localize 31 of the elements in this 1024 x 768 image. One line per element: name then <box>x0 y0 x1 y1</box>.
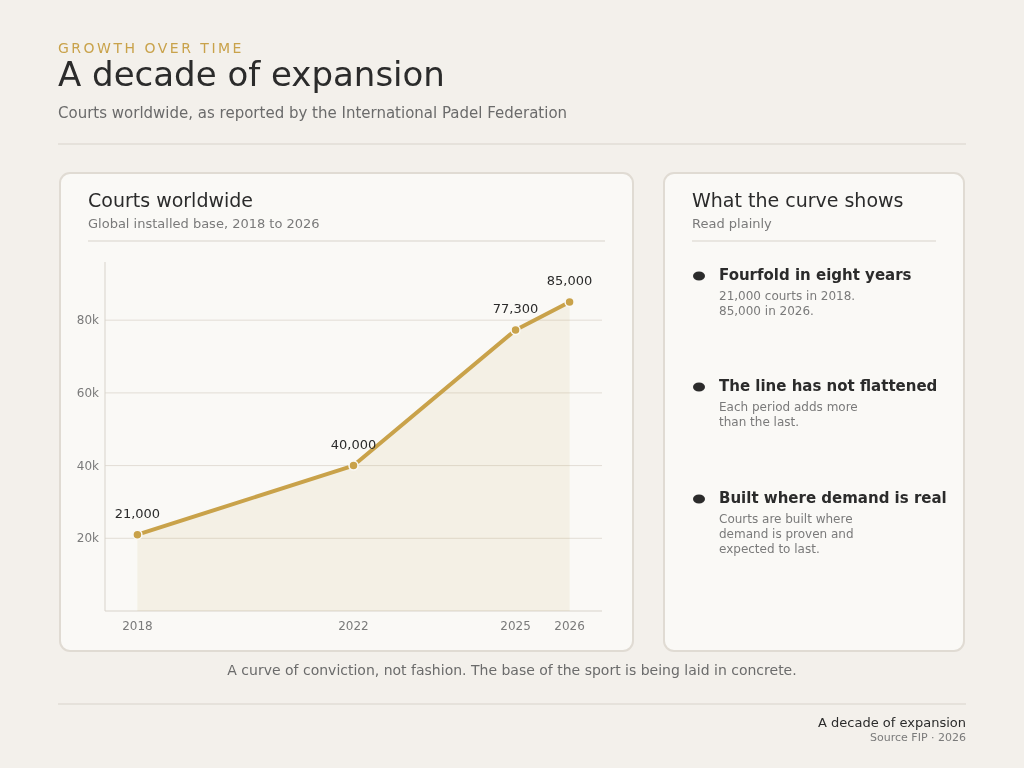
x-tick-label: 2026 <box>554 619 585 634</box>
text: GROWTH OVER TIME <box>58 40 244 56</box>
point <box>510 324 521 336</box>
data-label: 85,000 <box>546 272 593 288</box>
source-note: Source FIP · 2026 <box>870 731 966 744</box>
text: The line has not flattened <box>719 377 938 395</box>
text: Read plainly <box>692 216 773 231</box>
data-label: 77,300 <box>492 300 539 316</box>
y-tick-label: 80k <box>76 313 100 328</box>
text: 21,000 courts in 2018. 85,000 in 2026. <box>719 289 856 318</box>
chart-title: A decade of expansion <box>58 54 445 94</box>
x-tick-label: 2025 <box>500 619 531 634</box>
data-label: 21,000 <box>114 505 161 521</box>
text: Global installed base, 2018 to 2026 <box>88 216 320 231</box>
x-tick-label: 2022 <box>338 619 369 634</box>
data-label: 40,000 <box>330 436 377 452</box>
y-tick-label: 40k <box>76 458 100 473</box>
text: Fourfold in eight years <box>719 266 912 284</box>
chart-subtitle: Courts worldwide, as reported by the International Padel Federation <box>58 104 568 122</box>
x-tick-label: 2018 <box>122 619 153 634</box>
text: Courts are built where demand is proven and expected to last. <box>719 512 854 556</box>
text: A decade of expansion <box>818 715 966 730</box>
text: A curve of conviction, not fashion. The base of the sport is being laid in concrete. <box>227 662 797 678</box>
y-tick-label: 20k <box>76 531 100 546</box>
y-tick-label: 60k <box>76 386 100 401</box>
text: Built where demand is real <box>719 489 947 507</box>
text: Each period adds more than the last. <box>719 400 858 429</box>
text: What the curve shows <box>692 189 904 211</box>
text: Courts worldwide <box>88 189 254 211</box>
point <box>348 460 359 471</box>
point <box>564 296 575 308</box>
